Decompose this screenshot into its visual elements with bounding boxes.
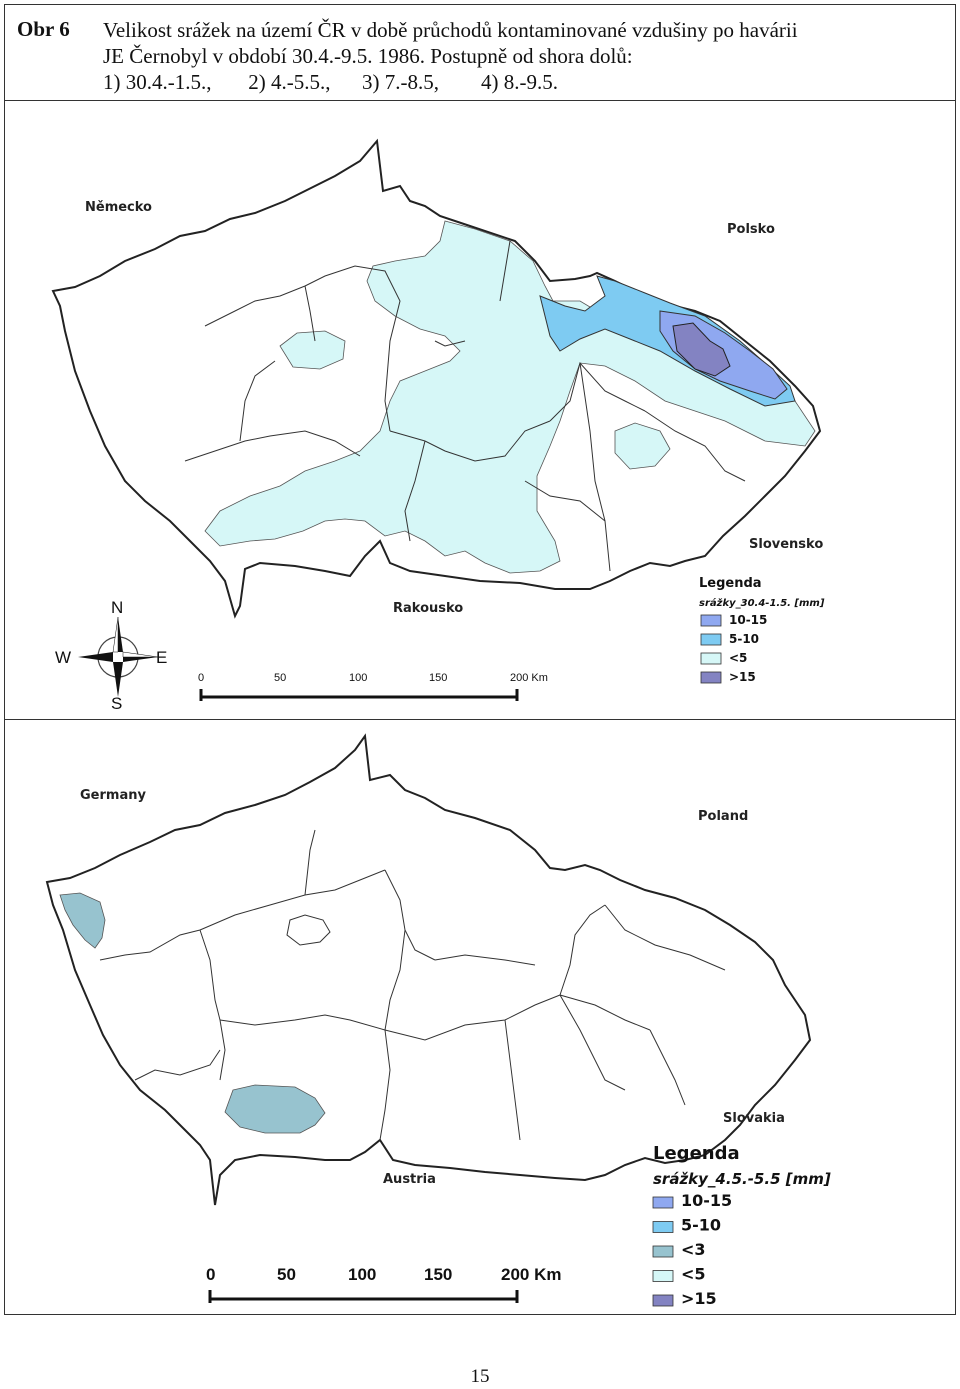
scale2-label-0: 0: [206, 1265, 215, 1284]
scale-label-150: 150: [429, 672, 447, 684]
caption-line-3: 1) 30.4.-1.5., 2) 4.-5.5., 3) 7.-8.5, 4)…: [103, 70, 558, 94]
legend1-item-label-1: 5-10: [729, 632, 759, 646]
label-germany: Německo: [85, 200, 152, 215]
caption-text: Velikost srážek na území ČR v době průch…: [103, 17, 943, 95]
legend1-item-swatch-1: [700, 633, 722, 646]
legend-1: Legenda srážky_30.4-1.5. [mm] 10-15 5-10 <…: [699, 576, 825, 684]
scale-label-200: 200 Km: [510, 672, 548, 684]
legend2-item-swatch-1: [652, 1221, 674, 1233]
legend2-item-label-4: >15: [681, 1289, 717, 1308]
scale-bar: 0 50 100 150 200 Km: [198, 672, 548, 701]
caption-line-1: Velikost srážek na území ČR v době průch…: [103, 18, 798, 42]
compass-east-label: E: [156, 648, 167, 667]
legend1-item-swatch-2: [700, 652, 722, 665]
scale2-label-100: 100: [348, 1265, 376, 1284]
label-poland-2: Poland: [698, 809, 748, 824]
legend1-item-label-3: >15: [729, 670, 756, 684]
label-germany-2: Germany: [80, 788, 146, 803]
label-austria: Rakousko: [393, 601, 463, 616]
map-1-svg: N S W E Německo Polsko Slovensko Rakousk…: [51, 138, 825, 713]
precip-zone-under-3-west: [59, 892, 106, 949]
legend-subtitle: srážky_30.4-1.5. [mm]: [699, 597, 825, 609]
label-slovakia-2: Slovakia: [723, 1111, 785, 1126]
legend2-title: Legenda: [653, 1143, 740, 1164]
precip-zone-under-5-island: [279, 330, 346, 370]
scale-label-0: 0: [198, 672, 204, 684]
scale2-label-200: 200 Km: [501, 1265, 561, 1284]
legend1-item-swatch-3: [700, 671, 722, 684]
legend2-item-swatch-4: [652, 1294, 674, 1307]
czech-outline-2: [45, 733, 812, 1206]
precip-zone-under-3-south: [224, 1084, 326, 1134]
scale-bar-2: 0 50 100 150 200 Km: [206, 1265, 561, 1303]
legend2-item-label-3: <5: [681, 1265, 706, 1284]
legend2-item-swatch-2: [652, 1245, 674, 1258]
caption-line-2: JE Černobyl v období 30.4.-9.5. 1986. Po…: [103, 44, 633, 68]
map-panel-1: N S W E Německo Polsko Slovensko Rakousk…: [5, 101, 955, 720]
label-austria-2: Austria: [383, 1172, 436, 1187]
label-slovakia: Slovensko: [749, 537, 823, 552]
precip-zone-over-15: [672, 322, 731, 377]
legend-2: Legenda srážky_4.5.-5.5 [mm] 10-15 5-10 <3…: [652, 1143, 831, 1308]
scale2-label-50: 50: [277, 1265, 296, 1284]
map-panel-2: Germany Poland Slovakia Austria 0 50 100…: [5, 720, 955, 1315]
legend1-item-label-0: 10-15: [729, 613, 767, 627]
region-borders: [184, 240, 746, 572]
legend2-item-label-2: <3: [681, 1240, 706, 1259]
precip-zone-under-5-island-east: [614, 422, 671, 470]
legend2-subtitle: srážky_4.5.-5.5 [mm]: [653, 1170, 831, 1188]
legend2-item-swatch-0: [652, 1196, 674, 1209]
page-number: 15: [470, 1366, 490, 1387]
scale-label-100: 100: [349, 672, 367, 684]
legend-title: Legenda: [699, 576, 762, 591]
legend1-item-swatch-0: [700, 614, 722, 627]
legend1-item-label-2: <5: [729, 651, 747, 665]
legend2-item-swatch-3: [652, 1270, 674, 1282]
compass-west-label: W: [55, 648, 71, 667]
figure-frame: Obr 6 Velikost srážek na území ČR v době…: [4, 4, 956, 1315]
compass-south-label: S: [111, 694, 122, 713]
scale2-label-150: 150: [424, 1265, 452, 1284]
map-2-svg: Germany Poland Slovakia Austria 0 50 100…: [45, 733, 831, 1308]
legend2-item-label-1: 5-10: [681, 1216, 721, 1235]
figure-caption: Obr 6 Velikost srážek na území ČR v době…: [5, 5, 955, 101]
scale-label-50: 50: [274, 672, 286, 684]
legend2-item-label-0: 10-15: [681, 1191, 732, 1210]
compass-rose: [78, 616, 159, 697]
region-borders-2: [99, 829, 726, 1141]
white-island-2: [286, 914, 331, 946]
label-poland: Polsko: [727, 222, 775, 237]
figure-label: Obr 6: [17, 17, 70, 41]
compass-north-label: N: [111, 598, 123, 617]
